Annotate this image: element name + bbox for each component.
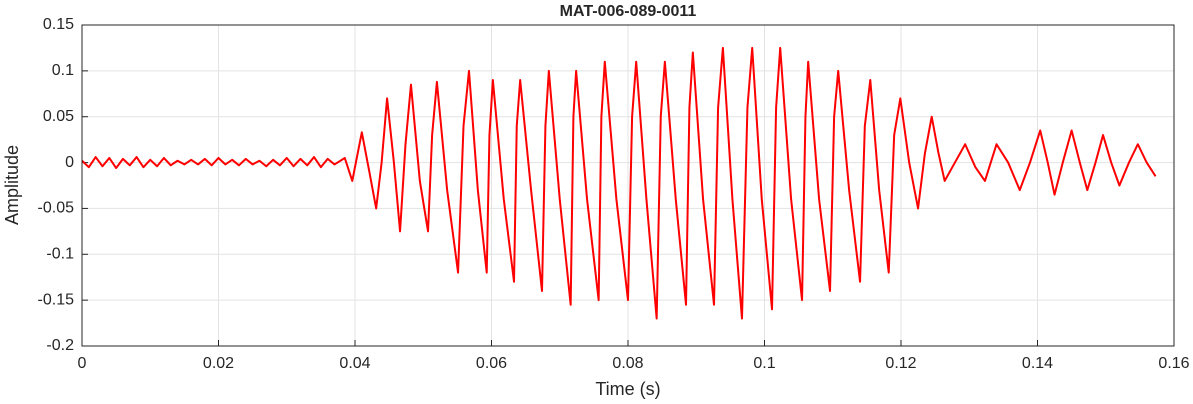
signal-line [81,46,1157,320]
y-tick-label: -0.1 [46,246,74,263]
y-tick-label: -0.15 [38,291,75,308]
x-axis-label: Time (s) [595,379,660,399]
x-tick-label: 0.1 [753,355,775,372]
y-axis-label: Amplitude [2,145,22,225]
x-tick-label: 0.06 [476,355,507,372]
x-tick-label: 0.16 [1158,355,1189,372]
x-tick-label: 0.02 [203,355,234,372]
chart-title: MAT-006-089-0011 [560,3,697,20]
y-tick-label: 0.05 [43,108,74,125]
axes-box [81,24,1175,347]
y-tick-label: 0 [65,154,74,171]
x-tick-label: 0.04 [339,355,370,372]
x-tick-label: 0.12 [885,355,916,372]
x-tick-label: 0 [78,355,87,372]
x-tick-label: 0.08 [612,355,643,372]
y-tick-label: 0.1 [52,62,74,79]
y-tick-label: -0.05 [38,200,75,217]
y-tick-label: -0.2 [46,337,74,354]
y-tick-label: 0.15 [43,16,74,33]
x-tick-label: 0.14 [1022,355,1053,372]
